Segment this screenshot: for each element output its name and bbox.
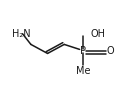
Text: OH: OH — [91, 29, 105, 39]
Text: O: O — [107, 46, 114, 56]
Text: H₂N: H₂N — [12, 29, 31, 39]
Text: Me: Me — [76, 66, 90, 77]
Text: P: P — [80, 46, 86, 56]
